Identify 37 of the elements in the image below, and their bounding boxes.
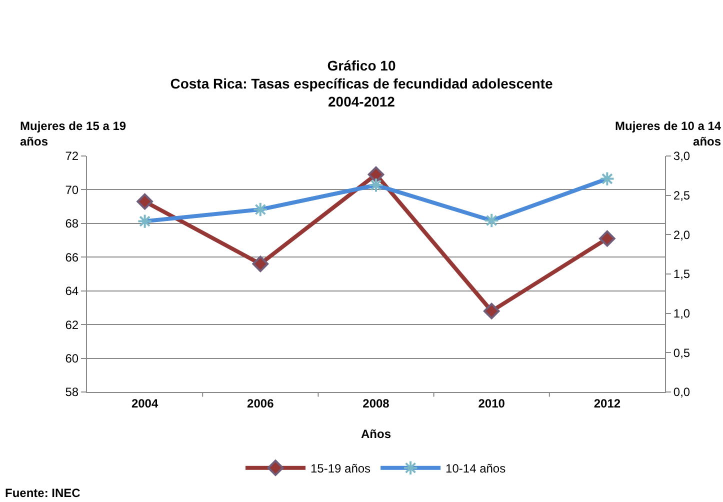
- point: [599, 230, 616, 247]
- y2-tick-label: 0,0: [673, 385, 690, 400]
- legend-label: 15-19 años: [310, 462, 371, 476]
- legend-label: 10-14 años: [446, 462, 506, 476]
- x-tick-label: 2004: [131, 396, 158, 410]
- y-tick-label: 68: [65, 216, 79, 231]
- y-tick-label: 60: [65, 351, 79, 366]
- y2-tick-label: 0,5: [673, 346, 690, 360]
- y-tick-label: 70: [65, 182, 79, 197]
- y-tick-label: 66: [65, 250, 79, 264]
- x-tick-label: 2008: [362, 396, 390, 410]
- chart-title: Gráfico 10 Costa Rica: Tasas específicas de fecundidad adolescente 2004-2012: [170, 57, 553, 110]
- point: [484, 212, 500, 228]
- y2-axis-title: Mujeres de 10 a 14 años: [615, 119, 722, 149]
- source-note: Fuente: INEC: [5, 486, 81, 500]
- x-tick-label: 2012: [594, 396, 621, 410]
- y2-tick-label: 3,0: [673, 149, 690, 164]
- point: [137, 214, 152, 229]
- point: [252, 202, 268, 218]
- y-tick-label: 72: [65, 149, 79, 164]
- y-tick-label: 64: [65, 284, 79, 298]
- x-axis-title: Años: [361, 427, 392, 441]
- point: [368, 166, 384, 183]
- point: [252, 256, 269, 272]
- y2-tick-label: 2,0: [673, 228, 690, 242]
- y-tick-label: 62: [65, 318, 79, 332]
- point: [136, 193, 153, 210]
- point: [600, 171, 615, 186]
- point: [483, 302, 500, 320]
- y-axis-title: Mujeres de 15 a 19 años: [20, 119, 126, 149]
- y2-tick-label: 2,5: [673, 188, 690, 203]
- y2-tick-label: 1,0: [673, 306, 690, 321]
- x-tick-label: 2010: [478, 396, 506, 410]
- y2-tick-label: 1,5: [673, 267, 690, 282]
- x-tick-label: 2006: [247, 396, 274, 410]
- point: [368, 178, 384, 193]
- y-tick-label: 58: [65, 385, 79, 400]
